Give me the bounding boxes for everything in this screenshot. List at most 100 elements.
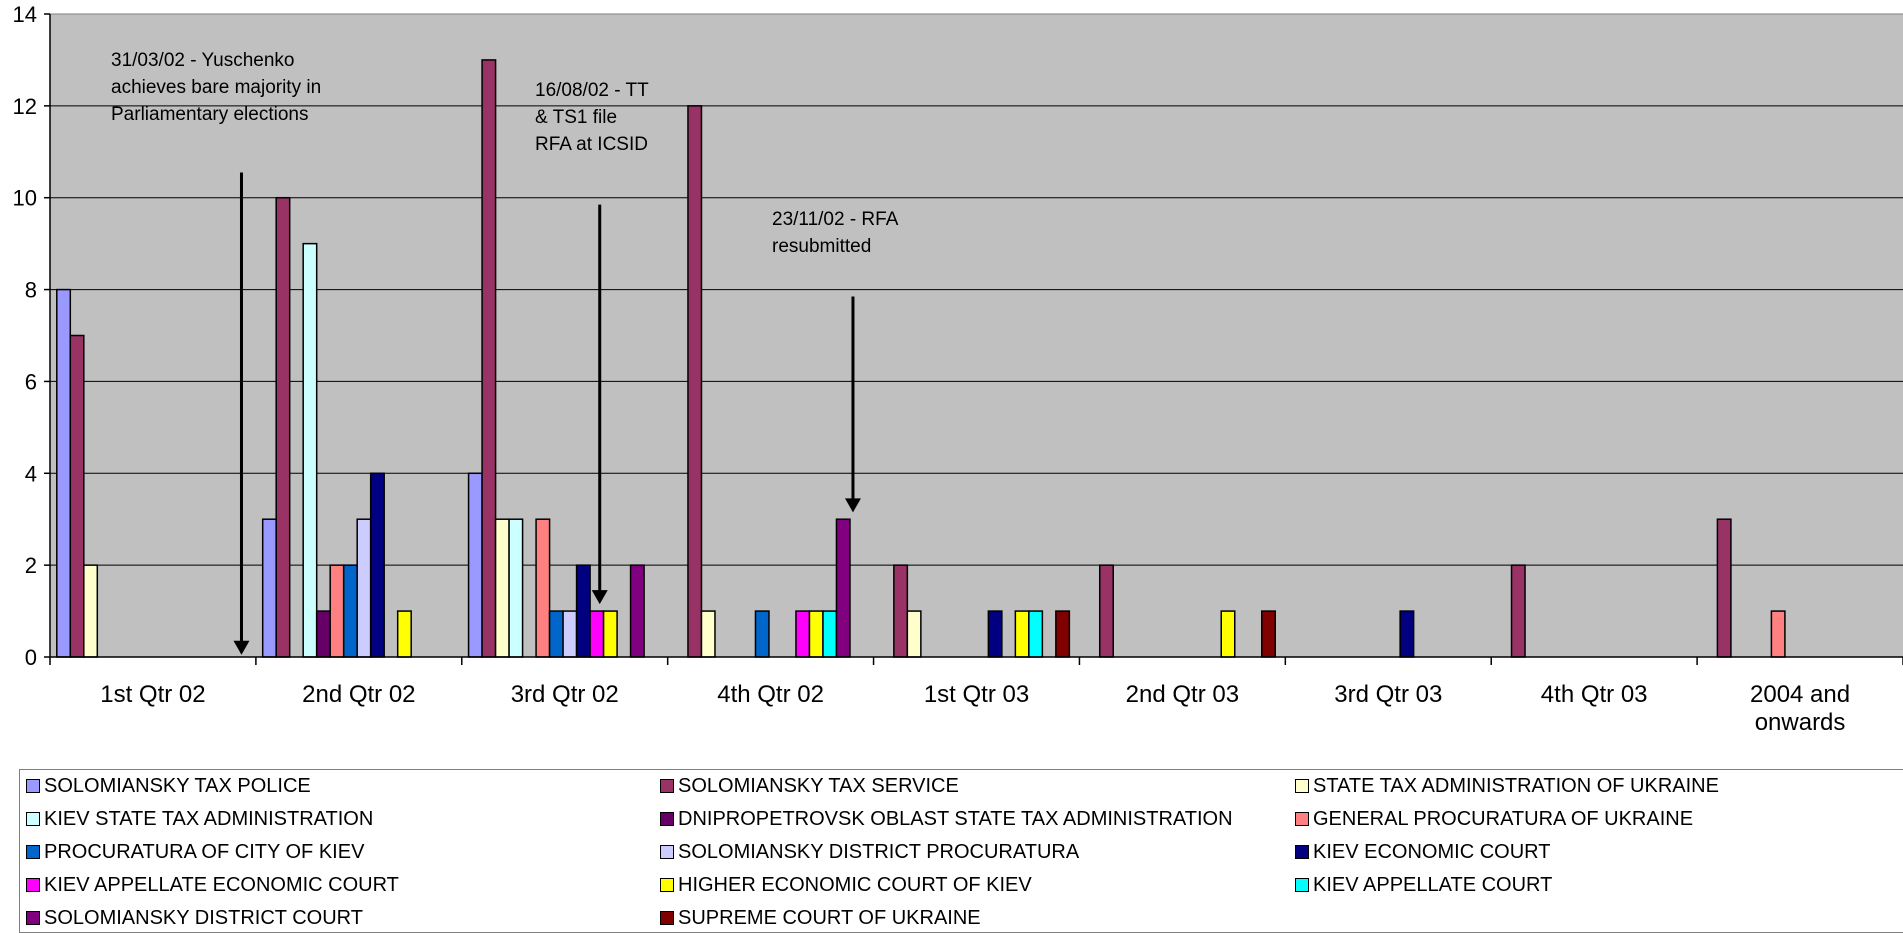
legend-swatch <box>660 812 674 826</box>
legend-item: KIEV ECONOMIC COURT <box>1295 840 1550 864</box>
legend-swatch <box>1295 779 1309 793</box>
legend-label: SOLOMIANSKY DISTRICT PROCURATURA <box>678 840 1080 863</box>
legend-swatch <box>26 878 40 892</box>
legend-swatch <box>26 779 40 793</box>
y-tick-label: 6 <box>25 369 37 394</box>
bar <box>602 610 618 658</box>
plot-area <box>50 14 1903 657</box>
bar <box>1220 610 1236 658</box>
legend-label: HIGHER ECONOMIC COURT OF KIEV <box>678 873 1032 896</box>
bar <box>700 610 716 658</box>
bar <box>275 196 291 658</box>
annotations: 31/03/02 - Yuschenko achieves bare majori… <box>111 50 899 655</box>
bar <box>261 518 277 658</box>
legend-swatch <box>1295 878 1309 892</box>
gridlines <box>50 13 1903 566</box>
legend-item: SUPREME COURT OF UKRAINE <box>660 906 981 930</box>
legend-item: STATE TAX ADMINISTRATION OF UKRAINE <box>1295 774 1719 798</box>
legend-label: PROCURATURA OF CITY OF KIEV <box>44 840 365 863</box>
bar <box>1716 518 1732 658</box>
legend-item: PROCURATURA OF CITY OF KIEV <box>26 840 364 864</box>
bar <box>467 472 483 658</box>
legend-label: GENERAL PROCURATURA OF UKRAINE <box>1313 807 1694 830</box>
bar <box>575 564 591 658</box>
x-tick-label: 4th Qtr 03 <box>1541 681 1648 708</box>
legend-swatch <box>26 911 40 925</box>
bar <box>1510 564 1526 658</box>
legend-label: KIEV STATE TAX ADMINISTRATION <box>44 807 374 830</box>
legend-label: SOLOMIANSKY TAX POLICE <box>44 774 311 797</box>
bar <box>535 518 551 658</box>
y-tick-label: 14 <box>13 2 37 27</box>
legend-label: KIEV APPELLATE ECONOMIC COURT <box>44 873 399 896</box>
bar <box>1399 610 1415 658</box>
bar <box>754 610 770 658</box>
legend-item: SOLOMIANSKY DISTRICT PROCURATURA <box>660 840 1079 864</box>
legend-label: SOLOMIANSKY TAX SERVICE <box>678 774 959 797</box>
legend-item: SOLOMIANSKY DISTRICT COURT <box>26 906 363 930</box>
bar <box>808 610 824 658</box>
legend-item: DNIPROPETROVSK OBLAST STATE TAX ADMINIST… <box>660 807 1233 831</box>
arrow-head-icon <box>233 640 250 655</box>
x-tick-label: 3rd Qtr 03 <box>1334 681 1442 708</box>
bar <box>687 105 703 658</box>
legend-item: GENERAL PROCURATURA OF UKRAINE <box>1295 807 1693 831</box>
bar <box>906 610 922 658</box>
y-tick-label: 2 <box>25 553 37 578</box>
annotation-text: 31/03/02 - Yuschenko achieves bare majori… <box>111 50 321 125</box>
arrow-head-icon <box>591 590 608 605</box>
bar <box>1770 610 1786 658</box>
legend-item: KIEV APPELLATE COURT <box>1295 873 1552 897</box>
legend-item: HIGHER ECONOMIC COURT OF KIEV <box>660 873 1032 897</box>
bar-chart: 0 2 4 6 8 10 12 14 1st Qtr 02 2nd Qtr 02 3rd Qtr 0… <box>13 2 1903 736</box>
arrow-head-icon <box>844 498 861 513</box>
legend-label: STATE TAX ADMINISTRATION OF UKRAINE <box>1313 774 1719 797</box>
x-tick-label: 2004 and onwards <box>1750 681 1850 736</box>
y-tick-label: 8 <box>25 278 37 303</box>
x-tick-label: 1st Qtr 03 <box>924 681 1029 708</box>
annotation-text: 23/11/02 - RFA resubmitted <box>772 209 899 257</box>
bar <box>83 564 99 658</box>
bar <box>494 518 510 658</box>
bar <box>795 610 811 658</box>
legend-swatch <box>660 845 674 859</box>
x-tick-label: 3rd Qtr 02 <box>511 681 619 708</box>
bar <box>548 610 564 658</box>
bar <box>835 518 851 658</box>
bar <box>481 59 497 658</box>
y-tick-label: 12 <box>13 94 37 119</box>
bar <box>629 564 645 658</box>
bar <box>356 518 372 658</box>
bar <box>1014 610 1030 658</box>
bar <box>589 610 605 658</box>
legend-item: KIEV STATE TAX ADMINISTRATION <box>26 807 373 831</box>
legend-swatch <box>1295 845 1309 859</box>
legend-item: KIEV APPELLATE ECONOMIC COURT <box>26 873 399 897</box>
bar <box>1098 564 1114 658</box>
bar <box>987 610 1003 658</box>
bar <box>56 288 72 658</box>
legend-swatch <box>660 878 674 892</box>
x-tick-label: 1st Qtr 02 <box>100 681 205 708</box>
bar <box>562 610 578 658</box>
legend-swatch <box>26 812 40 826</box>
legend-label: KIEV APPELLATE COURT <box>1313 873 1553 896</box>
x-tick-label: 2nd Qtr 02 <box>302 681 415 708</box>
legend-label: DNIPROPETROVSK OBLAST STATE TAX ADMINIST… <box>678 807 1233 830</box>
bar <box>369 472 385 658</box>
bar <box>396 610 412 658</box>
x-tick-label: 2nd Qtr 03 <box>1126 681 1239 708</box>
legend-item: SOLOMIANSKY TAX SERVICE <box>660 774 959 798</box>
y-tick-label: 0 <box>25 645 37 670</box>
legend-swatch <box>660 779 674 793</box>
legend-swatch <box>1295 812 1309 826</box>
axes: 0 2 4 6 8 10 12 14 1st Qtr 02 2nd Qtr 02 3rd Qtr 0… <box>13 2 1903 736</box>
bar <box>342 564 358 658</box>
legend-swatch <box>26 845 40 859</box>
bar <box>69 334 85 658</box>
bar <box>822 610 838 658</box>
annotation-text: 16/08/02 - TT & TS1 file RFA at ICSID <box>535 80 649 155</box>
bar <box>1055 610 1071 658</box>
legend: SOLOMIANSKY TAX POLICE SOLOMIANSKY TAX SE… <box>19 769 1903 933</box>
y-tick-label: 4 <box>25 461 37 486</box>
